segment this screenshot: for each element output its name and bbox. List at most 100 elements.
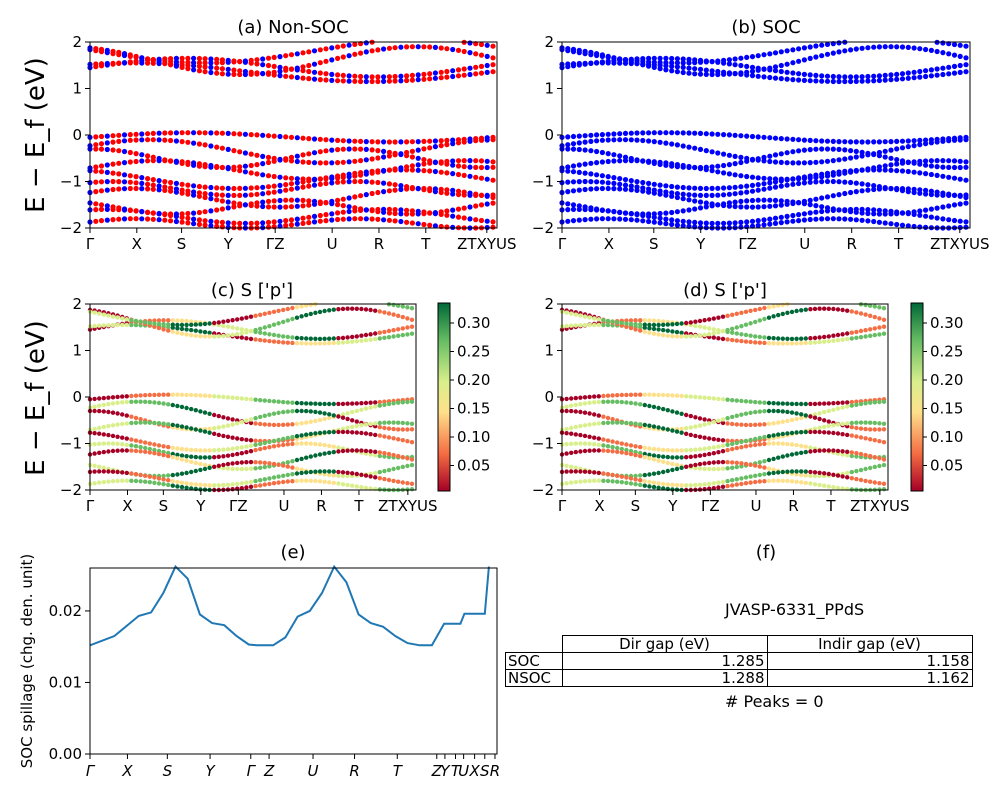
band-point (432, 144, 438, 150)
band-point (940, 40, 946, 46)
band-point (156, 158, 162, 164)
band-point (789, 309, 795, 315)
band-point (354, 448, 359, 453)
band-point (308, 409, 313, 414)
band-point (647, 446, 652, 451)
band-point (225, 434, 231, 439)
band-point (794, 308, 799, 314)
band-point (156, 211, 162, 217)
band-point (622, 216, 629, 222)
band-point (767, 74, 773, 81)
band-point (110, 410, 116, 415)
band-point (651, 318, 657, 323)
band-point (588, 60, 594, 66)
band-point (610, 393, 615, 398)
band-point (253, 337, 258, 342)
band-point (121, 160, 128, 166)
band-point (327, 308, 332, 313)
band-point (762, 422, 767, 427)
band-point (329, 160, 335, 166)
band-point (202, 69, 208, 75)
ytick-label: −2 (532, 219, 554, 237)
band-point (957, 53, 963, 60)
band-point (739, 332, 744, 337)
band-point (386, 477, 392, 483)
band-point (570, 206, 577, 212)
band-point (680, 143, 686, 149)
band-point (651, 480, 657, 485)
band-point (784, 182, 790, 188)
band-point (780, 419, 785, 424)
band-point (573, 449, 578, 455)
band-point (409, 306, 415, 311)
band-point (732, 220, 738, 226)
band-point (642, 483, 647, 488)
band-point (865, 187, 871, 193)
band-point (306, 202, 312, 208)
band-point (772, 152, 779, 158)
band-point (175, 452, 180, 457)
band-point (865, 210, 871, 217)
band-point (345, 473, 350, 479)
band-point (219, 60, 225, 66)
band-point (813, 216, 819, 222)
band-point (237, 220, 243, 226)
band-point (665, 468, 670, 474)
band-point (876, 153, 883, 159)
band-point (265, 198, 272, 204)
band-point (133, 415, 139, 421)
band-point (184, 318, 189, 324)
band-point (582, 314, 588, 319)
band-point (762, 434, 767, 440)
band-point (277, 182, 283, 188)
band-point (133, 137, 139, 143)
band-point (848, 155, 854, 161)
band-point (720, 420, 726, 426)
band-point (576, 133, 582, 139)
band-point (835, 400, 841, 406)
band-point (121, 179, 128, 185)
band-point (398, 73, 404, 79)
band-point (592, 470, 597, 475)
band-point (285, 464, 290, 469)
band-point (633, 477, 638, 482)
band-point (813, 159, 819, 165)
band-point (260, 56, 266, 62)
table-header-row: Dir gap (eV) Indir gap (eV) (505, 635, 973, 653)
band-point (661, 327, 666, 333)
band-point (819, 146, 825, 152)
band-point (849, 433, 854, 438)
band-point (127, 185, 133, 192)
band-point (588, 160, 594, 166)
band-point (121, 138, 128, 144)
band-point (647, 322, 652, 328)
band-point (822, 471, 827, 476)
band-point (308, 336, 313, 341)
xtick-label: Y (195, 497, 206, 515)
band-point (196, 161, 202, 167)
band-point (665, 408, 670, 413)
band-point (905, 168, 911, 175)
band-point (490, 224, 496, 230)
band-point (396, 465, 401, 471)
band-point (110, 60, 116, 66)
band-point (872, 455, 877, 460)
band-point (281, 473, 286, 478)
band-point (101, 312, 107, 317)
band-point (184, 454, 189, 459)
band-point (329, 71, 335, 77)
band-point (101, 323, 107, 328)
band-point (799, 341, 804, 346)
band-point (651, 139, 657, 145)
band-point (276, 474, 281, 479)
band-point (168, 179, 174, 186)
band-point (647, 403, 652, 409)
band-point (191, 67, 197, 73)
band-point (813, 72, 819, 78)
band-point (845, 331, 850, 336)
band-point (306, 136, 312, 142)
band-point (271, 422, 277, 428)
band-point (665, 454, 670, 460)
band-point (674, 222, 681, 228)
band-point (692, 60, 698, 66)
